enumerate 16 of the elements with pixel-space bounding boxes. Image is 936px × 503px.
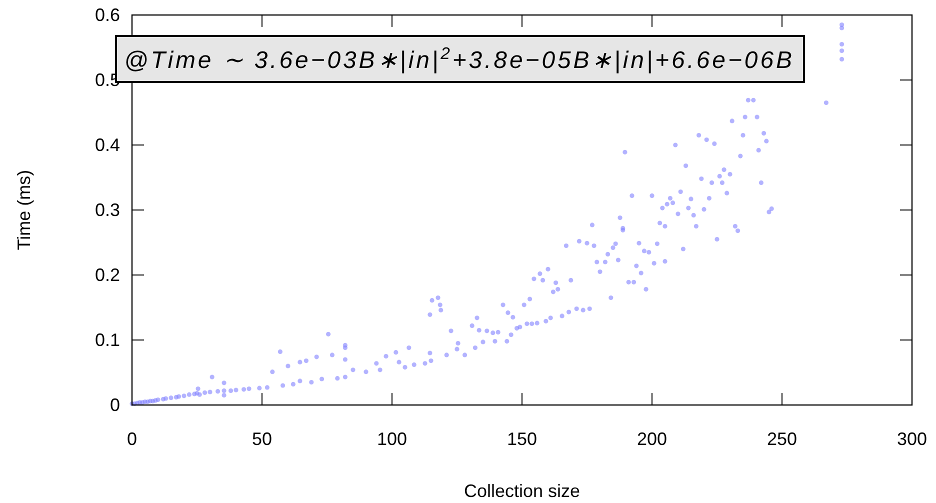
x-tick-label: 150 <box>506 429 538 449</box>
y-tick-label: 0.4 <box>94 135 120 155</box>
y-axis-title: Time (ms) <box>14 170 34 250</box>
y-tick-label: 0.1 <box>94 330 120 350</box>
x-tick-label: 0 <box>126 429 138 449</box>
x-tick-label: 50 <box>252 429 272 449</box>
y-tick-label: 0.3 <box>94 200 120 220</box>
y-tick-label: 0.2 <box>94 265 120 285</box>
y-tick-label: 0.6 <box>94 5 120 25</box>
x-axis-title: Collection size <box>464 481 580 501</box>
x-tick-label: 300 <box>896 429 928 449</box>
y-tick-label: 0 <box>110 395 120 415</box>
x-tick-label: 200 <box>636 429 668 449</box>
annotation: @Time ∼ 3.6e−03B∗|in|$^{2}$+3.8e−05B∗|in|+6.6e−06B <box>124 44 792 74</box>
x-tick-label: 100 <box>376 429 408 449</box>
x-tick-label: 250 <box>766 429 798 449</box>
